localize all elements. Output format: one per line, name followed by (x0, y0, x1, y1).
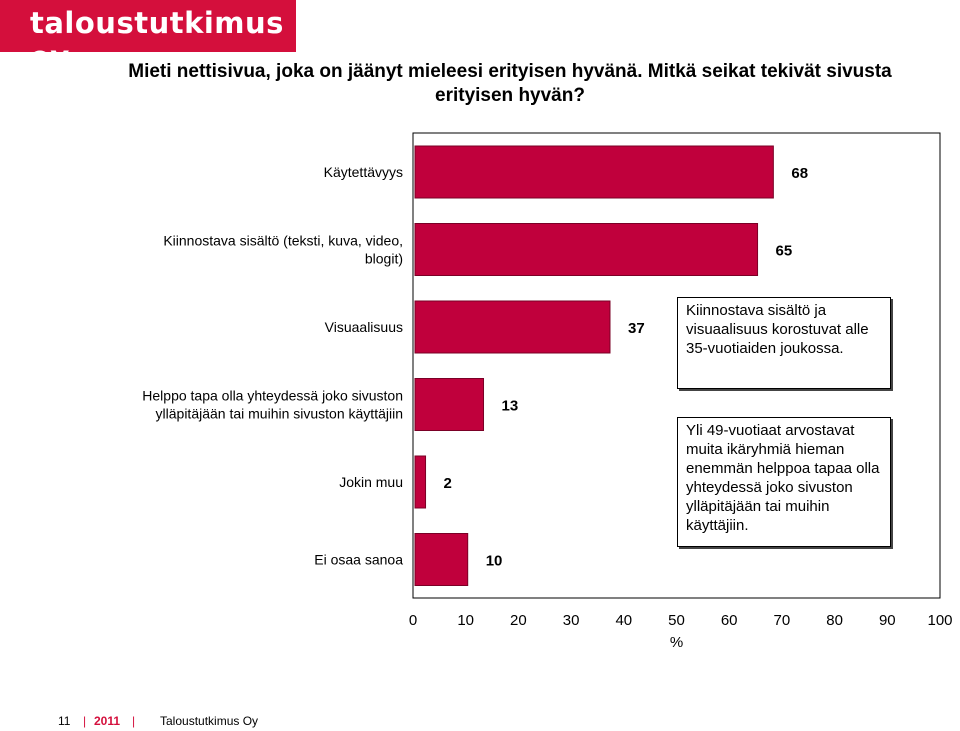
category-label: blogit) (365, 251, 403, 267)
note-text-young: Kiinnostava sisältö ja visuaalisuus koro… (686, 302, 869, 357)
bar (414, 145, 774, 199)
bar-chart: 68 Käytettävyys 65 Kiinnostava sisältö (tek… (142, 132, 953, 651)
chart-title: Mieti nettisivua, joka on jäänyt mielees… (128, 61, 892, 106)
footer-separator: | (83, 714, 87, 728)
footer-year: 2011 (94, 714, 121, 728)
note-box-age-young: Kiinnostava sisältö ja visuaalisuus koro… (677, 297, 891, 389)
plot-area-frame (412, 132, 941, 599)
category-label: ylläpitäjään tai muihin sivuston käyttäj… (156, 406, 403, 422)
category-label: Käytettävyys (324, 164, 403, 180)
x-tick-label: 20 (510, 612, 527, 629)
data-label: 13 (502, 398, 519, 415)
data-label: 10 (486, 553, 503, 570)
footer-company: Taloustutkimus Oy (160, 714, 259, 728)
data-label: 65 (776, 243, 793, 260)
category-label: Kiinnostava sisältö (teksti, kuva, video… (163, 233, 403, 249)
x-tick-label: 90 (879, 612, 896, 629)
x-axis-label: % (670, 634, 683, 651)
x-tick-label: 30 (563, 612, 580, 629)
footer-page-number: 11 (58, 714, 71, 728)
x-tick-label: 60 (721, 612, 738, 629)
x-tick-label: 100 (927, 612, 952, 629)
x-tick-label: 80 (826, 612, 843, 629)
bar (414, 223, 759, 276)
x-tick-label: 0 (409, 612, 417, 629)
category-label: Ei osaa sanoa (314, 552, 403, 568)
category-label: Helppo tapa olla yhteydessä joko sivusto… (142, 388, 403, 404)
data-label: 2 (444, 475, 452, 492)
x-tick-label: 10 (457, 612, 474, 629)
brand-logo: taloustutkimus oy (0, 0, 296, 74)
brand-logo-text: taloustutkimus oy (30, 6, 284, 74)
bar (414, 455, 427, 509)
x-tick-label: 40 (615, 612, 632, 629)
data-label: 37 (628, 320, 645, 337)
note-text-old: Yli 49-vuotiaat arvostavat muita ikäryhm… (686, 422, 880, 534)
footer-separator: | (132, 714, 136, 728)
bar (414, 533, 469, 586)
bar (414, 300, 611, 354)
x-tick-label: 50 (668, 612, 685, 629)
x-tick-label: 70 (774, 612, 791, 629)
category-label: Jokin muu (339, 474, 403, 490)
bar (414, 378, 485, 431)
data-label: 68 (791, 165, 808, 182)
category-label: Visuaalisuus (325, 319, 403, 335)
note-box-age-old: Yli 49-vuotiaat arvostavat muita ikäryhm… (677, 417, 891, 547)
